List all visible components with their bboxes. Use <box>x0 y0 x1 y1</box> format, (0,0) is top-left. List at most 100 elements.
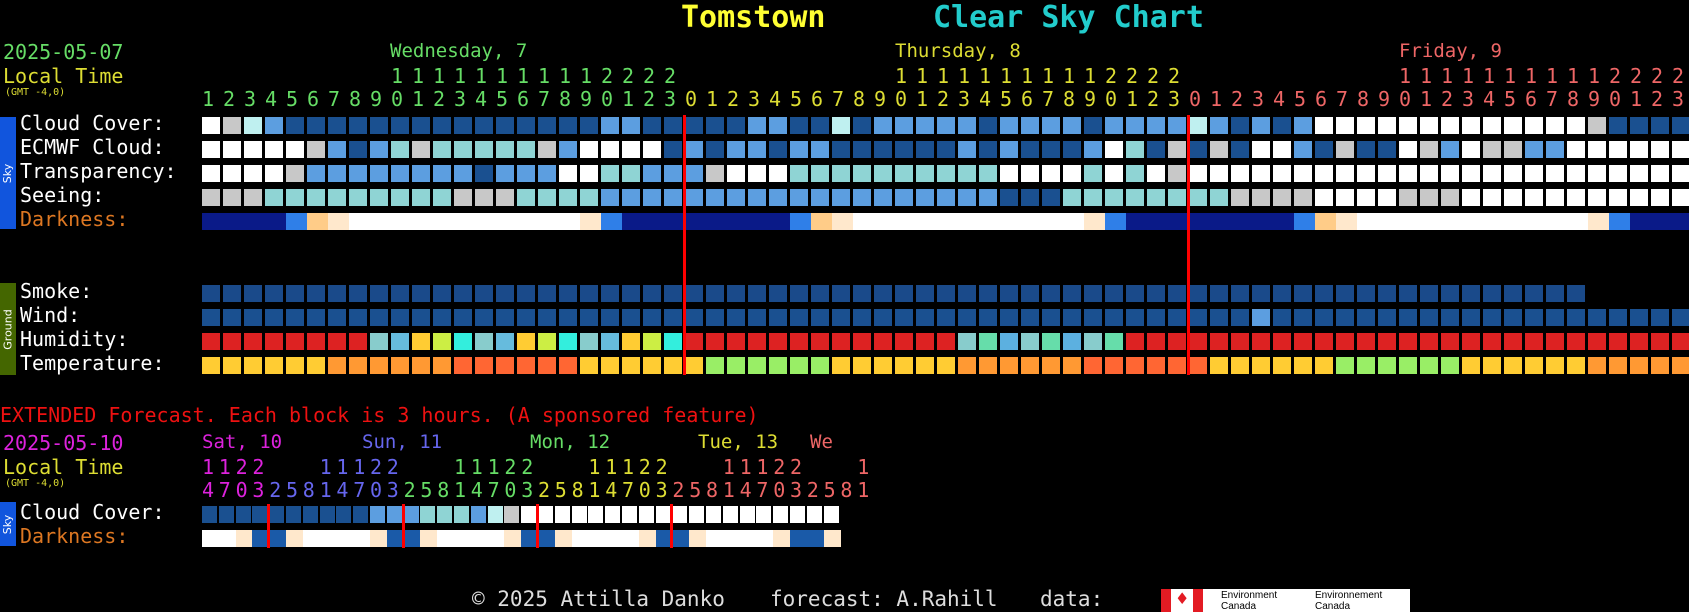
forecast-cell <box>853 141 871 158</box>
hour-ones: 5 <box>790 87 803 111</box>
wind-cell <box>1315 309 1333 326</box>
darkness-cell <box>685 213 706 230</box>
hour-ones: 1 <box>1210 87 1223 111</box>
hour-ones: 5 <box>496 87 509 111</box>
humidity-cell <box>286 333 304 350</box>
forecast-cell <box>937 117 955 134</box>
wind-cell <box>937 309 955 326</box>
wind-cell <box>1231 309 1249 326</box>
darkness-cell <box>1630 213 1651 230</box>
forecast-cell <box>1252 117 1270 134</box>
wind-cell <box>1357 309 1375 326</box>
ext-cloud-cell <box>740 506 755 523</box>
hour-ones: 9 <box>370 87 383 111</box>
ext-darkness-cell <box>588 530 605 547</box>
forecast-cell <box>811 117 829 134</box>
hour-ones: 7 <box>328 87 341 111</box>
forecast-cell <box>202 165 220 182</box>
forecast-cell <box>958 117 976 134</box>
ext-hour-ones: 2 <box>672 478 685 502</box>
forecast-cell <box>1294 141 1312 158</box>
forecast-cell <box>307 117 325 134</box>
temperature-cell <box>1315 357 1333 374</box>
temperature-cell <box>1441 357 1459 374</box>
forecast-cell <box>1273 189 1291 206</box>
smoke-cell <box>1399 285 1417 302</box>
wind-cell <box>1630 309 1648 326</box>
darkness-cell <box>1567 213 1588 230</box>
hour-tens: 2 <box>1630 64 1643 88</box>
forecast-cell <box>622 141 640 158</box>
smoke-cell <box>286 285 304 302</box>
ext-darkness-cell <box>756 530 773 547</box>
humidity-cell <box>748 333 766 350</box>
ext-row-label-darkness: Darkness: <box>20 524 129 548</box>
wind-cell <box>244 309 262 326</box>
forecast-cell <box>832 117 850 134</box>
smoke-cell <box>1483 285 1501 302</box>
humidity-cell <box>265 333 283 350</box>
ext-hour-ones: 5 <box>689 478 702 502</box>
forecast-cell <box>1630 189 1648 206</box>
hour-ones: 5 <box>1294 87 1307 111</box>
humidity-cell <box>706 333 724 350</box>
ext-midnight-line <box>267 504 270 548</box>
row-label-transparency: Transparency: <box>20 159 177 183</box>
ext-darkness-cell <box>437 530 454 547</box>
forecast-cell <box>769 165 787 182</box>
temperature-cell <box>1084 357 1102 374</box>
wind-cell <box>1546 309 1564 326</box>
forecast-cell <box>223 141 241 158</box>
humidity-cell <box>1315 333 1333 350</box>
smoke-cell <box>790 285 808 302</box>
forecast-cell <box>937 165 955 182</box>
gmt-offset: (GMT -4,0) <box>5 87 66 98</box>
forecast-cell <box>622 189 640 206</box>
hour-ones: 1 <box>412 87 425 111</box>
darkness-cell <box>790 213 811 230</box>
humidity-cell <box>1147 333 1165 350</box>
forecast-cell <box>1168 117 1186 134</box>
wind-cell <box>1336 309 1354 326</box>
darkness-cell <box>853 213 874 230</box>
smoke-cell <box>307 285 325 302</box>
smoke-cell <box>1168 285 1186 302</box>
forecast-cell <box>1126 117 1144 134</box>
forecast-cell <box>685 141 703 158</box>
ext-hour-tens: 2 <box>773 455 786 479</box>
forecast-cell <box>727 141 745 158</box>
hour-ones: 9 <box>1378 87 1391 111</box>
forecast-cell <box>1588 189 1606 206</box>
hour-ones: 9 <box>1084 87 1097 111</box>
temperature-cell <box>1231 357 1249 374</box>
forecast-cell <box>223 117 241 134</box>
darkness-cell <box>811 213 832 230</box>
temperature-cell <box>643 357 661 374</box>
ext-darkness-cell <box>303 530 320 547</box>
ext-cloud-cell <box>370 506 385 523</box>
smoke-cell <box>412 285 430 302</box>
darkness-cell <box>769 213 790 230</box>
forecast-cell <box>1189 189 1207 206</box>
ext-cloud-cell <box>622 506 637 523</box>
temperature-cell <box>202 357 220 374</box>
darkness-cell <box>475 213 496 230</box>
temperature-cell <box>664 357 682 374</box>
ext-darkness-cell <box>689 530 706 547</box>
smoke-cell <box>1336 285 1354 302</box>
forecast-cell <box>1147 141 1165 158</box>
forecast-cell <box>622 117 640 134</box>
environment-canada-logo[interactable]: ♦ Environment Canada Environnement Canad… <box>1161 589 1410 612</box>
wind-cell <box>685 309 703 326</box>
forecast-cell <box>1651 165 1669 182</box>
temperature-cell <box>895 357 913 374</box>
darkness-cell <box>454 213 475 230</box>
darkness-cell <box>1000 213 1021 230</box>
temperature-cell <box>1273 357 1291 374</box>
humidity-cell <box>1462 333 1480 350</box>
forecast-cell <box>1231 165 1249 182</box>
forecast-cell <box>727 189 745 206</box>
humidity-cell <box>1399 333 1417 350</box>
forecast-cell <box>328 189 346 206</box>
forecast-cell <box>202 117 220 134</box>
